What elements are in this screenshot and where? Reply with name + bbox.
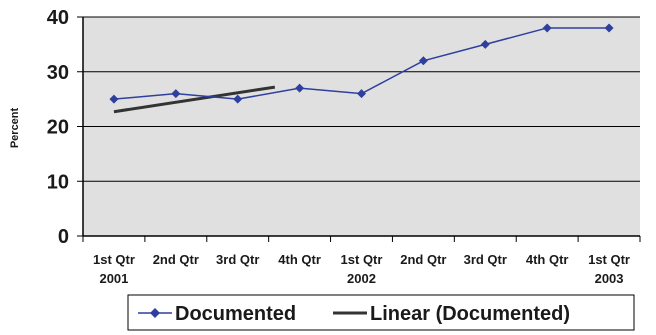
y-tick-label-40: 40 bbox=[47, 7, 69, 29]
x-tick-year-4: 2002 bbox=[347, 271, 376, 286]
x-tick-label-7: 4th Qtr bbox=[526, 252, 569, 267]
y-tick-label-20: 20 bbox=[47, 117, 69, 139]
x-axis-tick-labels: 1st Qtr 2001 2nd Qtr 3rd Qtr 4th Qtr 1st Qtr 2… bbox=[93, 252, 630, 286]
data-point-4 bbox=[357, 89, 366, 99]
legend: Documented Linear (Documented) bbox=[127, 294, 635, 331]
legend-linear-label: Linear (Documented) bbox=[370, 303, 570, 325]
x-tick-label-1: 2nd Qtr bbox=[153, 252, 199, 267]
x-tick-label-5: 2nd Qtr bbox=[400, 252, 446, 267]
x-tick-label-8: 1st Qtr bbox=[588, 252, 630, 267]
data-point-7 bbox=[542, 23, 552, 33]
data-point-6 bbox=[480, 39, 490, 49]
y-tick-label-0: 0 bbox=[58, 226, 69, 248]
data-point-3 bbox=[295, 83, 305, 93]
legend-documented-label: Documented bbox=[175, 303, 296, 325]
trendline-linear-documented bbox=[113, 85, 276, 114]
x-tick-label-2: 3rd Qtr bbox=[216, 252, 259, 267]
y-tick-label-10: 10 bbox=[47, 171, 69, 193]
data-point-8 bbox=[604, 23, 614, 33]
y-axis-tick-labels: 0 10 20 30 40 bbox=[47, 7, 83, 248]
x-tick-year-0: 2001 bbox=[99, 271, 128, 286]
data-point-2 bbox=[233, 94, 243, 104]
x-tick-label-4: 1st Qtr bbox=[341, 252, 383, 267]
data-point-5 bbox=[418, 56, 428, 66]
y-axis-title: Percent bbox=[9, 107, 21, 148]
series-layer bbox=[109, 23, 614, 104]
legend-box bbox=[127, 294, 635, 331]
legend-documented-marker bbox=[150, 308, 160, 318]
x-tick-label-0: 1st Qtr bbox=[93, 252, 135, 267]
axes bbox=[82, 17, 641, 242]
data-point-0 bbox=[109, 94, 119, 104]
x-tick-label-6: 3rd Qtr bbox=[464, 252, 507, 267]
y-tick-label-30: 30 bbox=[47, 62, 69, 84]
gridlines bbox=[83, 16, 640, 182]
data-point-1 bbox=[171, 89, 181, 99]
x-tick-year-8: 2003 bbox=[595, 271, 624, 286]
x-tick-label-3: 4th Qtr bbox=[278, 252, 321, 267]
trendline-layer bbox=[113, 85, 276, 114]
